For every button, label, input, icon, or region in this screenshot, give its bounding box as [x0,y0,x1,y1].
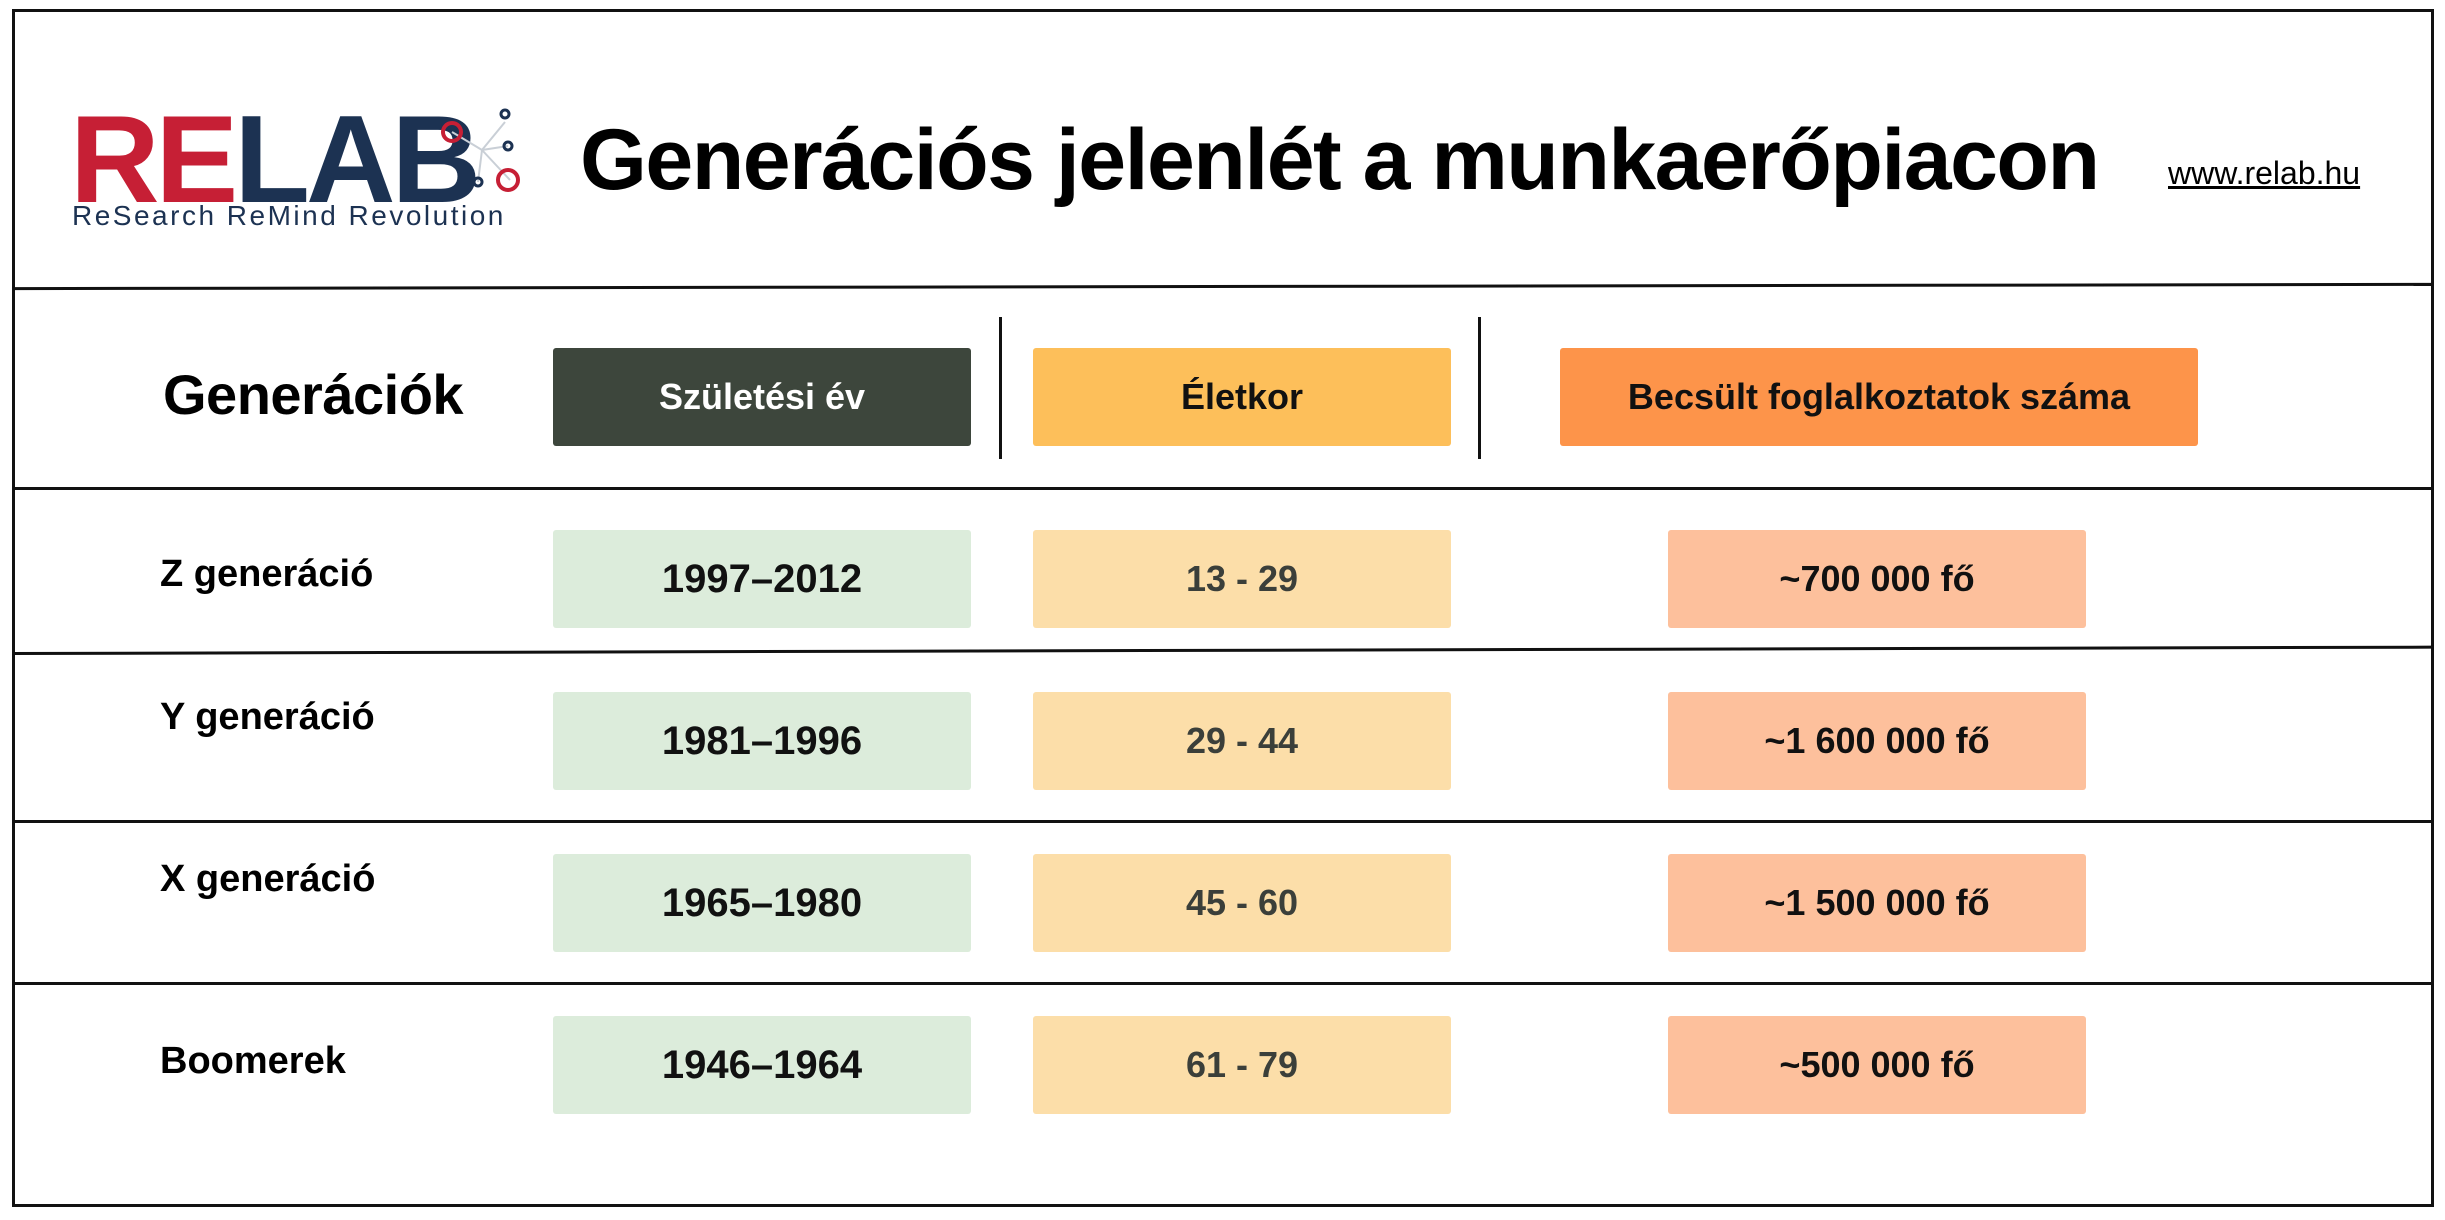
age-cell: 45 - 60 [1033,854,1451,952]
page-title: Generációs jelenlét a munkaerőpiacon [580,112,2100,208]
row-divider [12,982,2434,985]
logo-tagline: ReSearch ReMind Revolution [72,200,506,231]
infographic-frame [12,9,2434,1207]
employment-cell: ~500 000 fő [1668,1016,2086,1114]
column-separator [1478,317,1481,459]
employment-header: Becsült foglalkoztatok száma [1560,348,2198,446]
generation-label: X generáció [160,858,376,900]
logo-wordmark: RELAB [70,91,481,229]
website-link[interactable]: www.relab.hu [2168,155,2361,191]
employment-cell: ~1 500 000 fő [1668,854,2086,952]
age-cell: 29 - 44 [1033,692,1451,790]
column-separator [999,317,1002,459]
generations-heading: Generációk [163,363,464,426]
column-header-divider [12,487,2434,490]
birth-years-cell: 1965–1980 [553,854,971,952]
birth-year-header: Születési év [553,348,971,446]
generation-label: Z generáció [160,553,374,595]
molecule-dots-icon [441,108,520,192]
row-divider [12,820,2434,823]
birth-years-cell: 1997–2012 [553,530,971,628]
generation-label: Y generáció [160,696,375,738]
birth-years-cell: 1981–1996 [553,692,971,790]
employment-cell: ~700 000 fő [1668,530,2086,628]
relab-logo: RELAB ReSearch ReMind Revolution [70,91,530,231]
age-header: Életkor [1033,348,1451,446]
birth-years-cell: 1946–1964 [553,1016,971,1114]
employment-cell: ~1 600 000 fő [1668,692,2086,790]
generation-label: Boomerek [160,1040,346,1082]
age-cell: 13 - 29 [1033,530,1451,628]
age-cell: 61 - 79 [1033,1016,1451,1114]
